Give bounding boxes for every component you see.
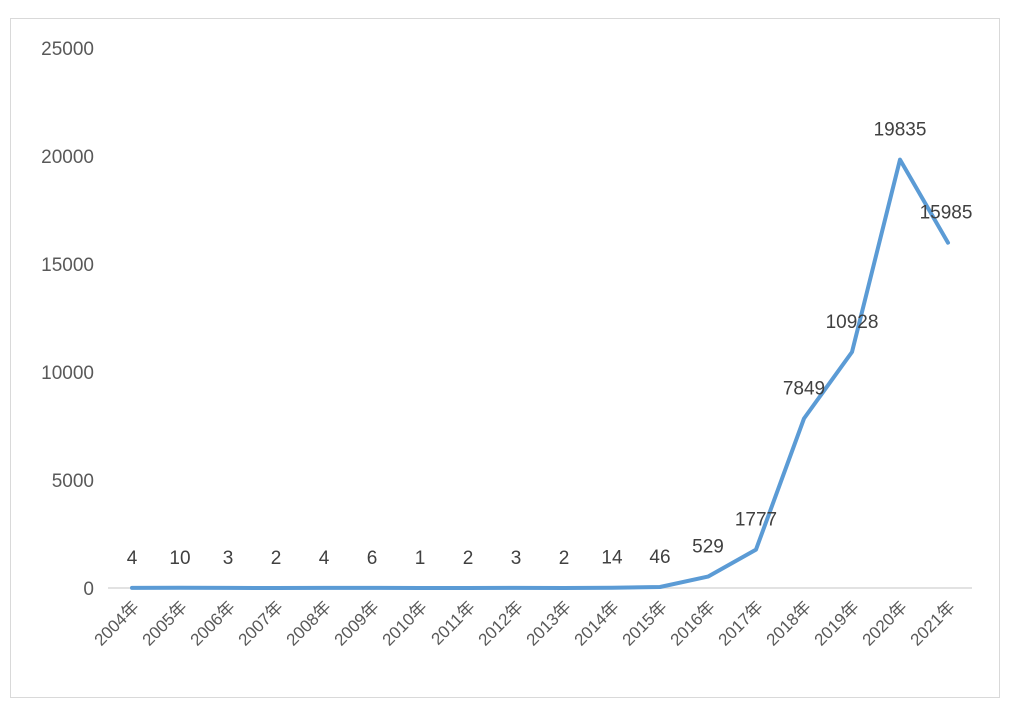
x-tick-label: 2012年: [475, 597, 527, 649]
data-label: 10: [169, 548, 190, 569]
y-tick-label: 15000: [41, 255, 94, 276]
x-tick-label: 2009年: [331, 597, 383, 649]
x-tick-label: 2004年: [91, 597, 143, 649]
data-label: 2: [559, 548, 570, 569]
y-tick-label: 5000: [52, 471, 94, 492]
x-tick-label: 2005年: [139, 597, 191, 649]
y-tick-label: 0: [83, 579, 94, 600]
data-label: 3: [223, 548, 234, 569]
x-tick-label: 2014年: [571, 597, 623, 649]
x-tick-label: 2011年: [428, 597, 479, 648]
x-tick-label: 2015年: [619, 597, 671, 649]
x-tick-label: 2021年: [907, 597, 959, 649]
data-label: 10928: [826, 312, 879, 333]
data-label: 4: [127, 548, 138, 569]
data-label: 4: [319, 548, 330, 569]
data-label: 6: [367, 548, 378, 569]
x-tick-label: 2007年: [235, 597, 287, 649]
x-tick-label: 2018年: [763, 597, 815, 649]
data-label: 19835: [874, 120, 927, 141]
data-labels: 4 10 3 2 4 6 1 2 3 2 14 46 5291777784910928198351598…: [127, 120, 973, 569]
x-tick-label: 2019年: [811, 597, 863, 649]
data-label: 15985: [920, 203, 973, 224]
x-tick-label: 2010年: [379, 597, 431, 649]
series-line: [130, 157, 950, 590]
data-label: 1777: [735, 510, 777, 531]
data-label: 14: [601, 548, 623, 569]
x-tick-label: 2017年: [715, 597, 767, 649]
data-label: 2: [463, 548, 474, 569]
chart-frame: [10, 18, 1000, 698]
data-label: 3: [511, 548, 522, 569]
x-tick-label: 2006年: [187, 597, 239, 649]
y-tick-label: 20000: [41, 147, 94, 168]
y-tick-label: 10000: [41, 363, 94, 384]
data-label: 1: [415, 548, 426, 569]
data-label: 46: [649, 547, 670, 568]
data-label: 2: [271, 548, 282, 569]
y-axis-ticks: 0 5000 10000 15000 20000 25000: [41, 39, 94, 600]
x-axis-ticks: 2004年2005年2006年2007年2008年2009年2010年2011年…: [91, 597, 959, 649]
x-tick-label: 2013年: [523, 597, 575, 649]
data-label: 7849: [783, 378, 825, 399]
y-tick-label: 25000: [41, 39, 94, 60]
data-label: 529: [692, 537, 724, 558]
x-tick-label: 2008年: [283, 597, 335, 649]
x-tick-label: 2020年: [859, 597, 911, 649]
x-tick-label: 2016年: [667, 597, 719, 649]
